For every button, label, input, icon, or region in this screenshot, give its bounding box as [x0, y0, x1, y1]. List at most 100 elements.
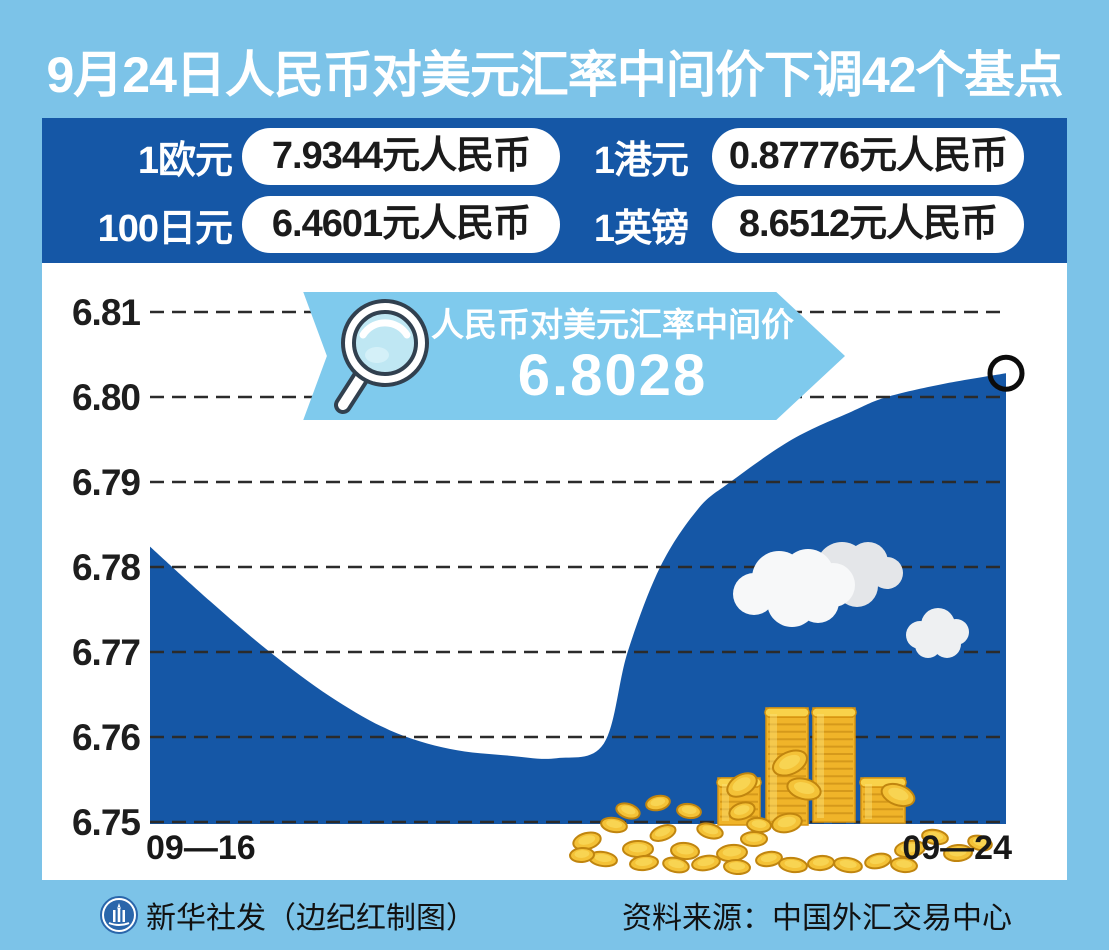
- gold-coin-icon: [807, 854, 835, 872]
- gold-coin-face: [745, 834, 763, 842]
- gold-coin-icon: [629, 854, 659, 872]
- gold-coin-face: [697, 857, 715, 867]
- y-axis-tick-label: 6.76: [72, 717, 140, 758]
- cloud-icon: [797, 581, 839, 623]
- gold-coin-face: [949, 847, 967, 857]
- gold-coin-face: [681, 806, 697, 814]
- gold-coin-face: [702, 825, 719, 835]
- rate-label: 1欧元: [137, 140, 233, 182]
- cloud-icon: [871, 557, 903, 589]
- rate-row: 1欧元 7.9344元人民币 1港元 0.87776元人民币: [92, 128, 1024, 185]
- rate-value-pill: 0.87776元人民币: [712, 128, 1024, 185]
- gold-coin-icon: [746, 816, 772, 834]
- gold-coin-icon: [691, 854, 721, 872]
- page-title: 9月24日人民币对美元汇率中间价下调42个基点: [46, 47, 1063, 103]
- coin-stack-highlight: [817, 714, 824, 818]
- cloud-icon: [915, 632, 941, 658]
- gold-coin-face: [729, 862, 746, 870]
- gold-coin-icon: [778, 856, 808, 874]
- rate-label: 1英镑: [593, 208, 689, 250]
- gold-coin-icon: [662, 856, 690, 874]
- gold-coin-face: [621, 805, 636, 815]
- magnifier-icon: [334, 299, 429, 414]
- gold-coin-icon: [726, 772, 758, 798]
- gold-coin-face: [722, 847, 742, 857]
- x-axis-end-label: 09—24: [902, 829, 1012, 867]
- gold-coin-face: [635, 858, 653, 866]
- gold-coin-icon: [921, 828, 949, 846]
- footer-credit-group: 新华社发（边纪红制图）: [100, 893, 476, 937]
- gold-coin-face: [900, 843, 920, 853]
- x-axis-start-label: 09—16: [146, 829, 256, 867]
- rate-callout-ribbon: 人民币对美元汇率中间价 6.8028: [303, 292, 845, 420]
- gold-coin-face: [777, 816, 796, 828]
- end-point-marker: [987, 354, 1025, 392]
- gold-coin-face: [578, 835, 596, 845]
- gold-coin-icon: [600, 816, 628, 834]
- callout-label: 人民币对美元汇率中间价: [431, 306, 794, 343]
- gold-coin-face: [839, 859, 857, 869]
- gold-coin-face: [606, 819, 623, 829]
- gold-coin-icon: [943, 843, 973, 863]
- rate-value-pill: 7.9344元人民币: [242, 128, 560, 185]
- coin-stack-highlight: [722, 784, 729, 821]
- gold-coin-icon: [755, 850, 783, 868]
- coin-stack-highlight: [865, 784, 872, 819]
- footer: 新华社发（边纪红制图） 资料来源：中国外汇交易中心: [42, 880, 1067, 950]
- gold-coin-face: [628, 843, 648, 853]
- rate-label: 1港元: [593, 140, 689, 182]
- rate-row: 100日元 6.4601元人民币 1英镑 8.6512元人民币: [92, 196, 1024, 253]
- gold-coin-face: [654, 827, 671, 837]
- gold-coin-icon: [728, 801, 756, 821]
- gold-coin-face: [779, 754, 801, 770]
- y-axis-tick-label: 6.77: [72, 632, 140, 673]
- coin-stack-top: [811, 707, 857, 718]
- gold-coin-face: [594, 854, 612, 863]
- gold-coin-face: [812, 858, 829, 866]
- rate-item-jpy: 100日元 6.4601元人民币: [92, 196, 560, 253]
- gold-coin-face: [676, 845, 694, 855]
- gold-coin-face: [650, 797, 666, 807]
- gold-coin-face: [784, 860, 802, 868]
- rate-label: 100日元: [97, 208, 233, 250]
- y-axis-tick-label: 6.79: [72, 462, 140, 503]
- gold-coin-face: [751, 820, 767, 828]
- gold-coin-icon: [894, 839, 926, 859]
- rate-area-series: [150, 373, 1006, 824]
- gold-coin-icon: [833, 856, 863, 874]
- gold-coin-icon: [967, 834, 993, 852]
- coin-stack-top: [764, 707, 810, 718]
- gold-coin-face: [888, 787, 909, 801]
- callout-value: 6.8028: [517, 343, 708, 408]
- gold-coin-face: [927, 831, 944, 841]
- gold-coin-icon: [772, 749, 808, 777]
- gold-coin-icon: [864, 852, 892, 870]
- chart-panel: 6.81 6.80 6.79 6.78 6.77 6.76 6.75 09—16 09—24…: [42, 263, 1067, 880]
- gold-coin-icon: [786, 777, 822, 801]
- y-axis-tick-label: 6.81: [72, 292, 140, 333]
- gold-coin-face: [760, 854, 777, 863]
- gold-coin-face: [896, 860, 913, 868]
- gold-coin-icon: [649, 824, 677, 842]
- gold-coin-icon: [890, 856, 918, 874]
- gold-coin-icon: [622, 840, 654, 858]
- gold-coin-face: [869, 855, 886, 865]
- gold-coin-icon: [740, 831, 768, 847]
- rate-item-hkd: 1港元 0.87776元人民币: [560, 128, 1024, 185]
- rate-value-pill: 8.6512元人民币: [712, 196, 1024, 253]
- gold-coin-icon: [723, 858, 751, 876]
- gold-coin-icon: [670, 841, 700, 861]
- y-axis-tick-label: 6.78: [72, 547, 140, 588]
- callout-text: 人民币对美元汇率中间价 6.8028: [431, 305, 794, 407]
- gold-coin-icon: [572, 831, 602, 851]
- gold-coin-face: [972, 837, 988, 847]
- gold-coin-face: [733, 805, 750, 815]
- xinhua-logo-icon: [100, 896, 138, 934]
- rate-value-pill: 6.4601元人民币: [242, 196, 560, 253]
- gold-coin-face: [574, 850, 590, 858]
- gold-coin-face: [732, 777, 751, 792]
- gold-coin-face: [793, 782, 815, 795]
- gold-coin-icon: [615, 802, 641, 820]
- footer-source: 资料来源：中国外汇交易中心: [622, 902, 1012, 935]
